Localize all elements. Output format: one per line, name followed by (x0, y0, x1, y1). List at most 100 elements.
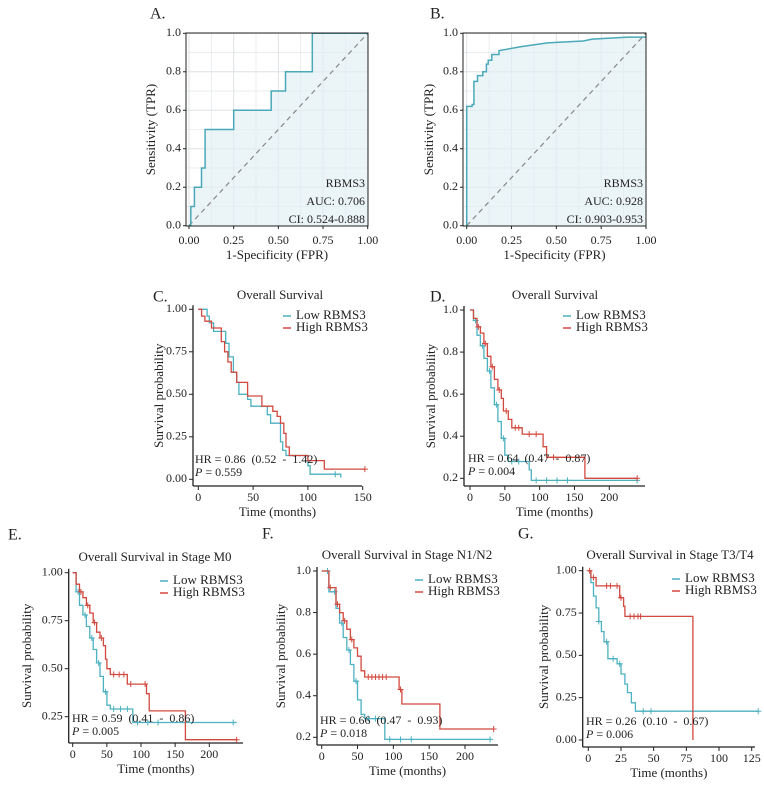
x-tick-label: 200 (600, 490, 618, 504)
censor-mark-low (486, 368, 493, 375)
x-tick-label: 1.00 (357, 233, 378, 247)
p-symbol: P (194, 465, 203, 479)
roc-area (466, 37, 646, 226)
panel-g: G. Overall Survival in Stage T3/T4 0 25 50 75… (518, 526, 762, 780)
panel-label: G. (518, 526, 534, 543)
x-tick-label: 0 (467, 490, 473, 504)
x-axis-label: Time (months) (239, 504, 316, 519)
x-tick-label: 50 (101, 747, 113, 761)
p-value-text: P = 0.005 (71, 724, 119, 738)
y-axis-label: Survival probability (19, 603, 34, 708)
censor-mark-low (353, 678, 360, 685)
y-tick-label: 0.25 (166, 429, 187, 443)
x-axis-label: 1-Specificity (FPR) (503, 247, 605, 262)
censor-mark-high (91, 619, 98, 626)
x-tick-label: 50 (352, 749, 364, 763)
hazard-ratio-text: HR = 0.64 (0.47 - 0.87) (468, 451, 590, 465)
y-tick-label: 0.25 (42, 708, 63, 722)
panel-f: F. Overall Survival in Stage N1/N2 0 50 100 1… (262, 526, 500, 778)
x-tick-label: 50 (499, 490, 511, 504)
y-tick-label: 0.00 (166, 471, 187, 485)
y-tick-label: 1.0 (443, 25, 458, 39)
censor-mark-low (386, 736, 393, 743)
roc-annotation: RBMS3 (326, 176, 365, 190)
censor-mark-high (341, 617, 348, 624)
y-tick-label: 0.2 (443, 470, 458, 484)
plot-border (462, 32, 647, 227)
y-tick-label: 0.4 (296, 687, 311, 701)
diagonal-reference-line (466, 32, 647, 227)
y-axis-label: Survival probability (151, 343, 166, 448)
hazard-ratio-text: HR = 0.66 (0.47 - 0.93) (320, 713, 442, 727)
censor-mark-high (496, 386, 503, 393)
legend-label-low: Low RBMS3 (296, 307, 366, 322)
survival-curve-low (321, 570, 491, 741)
p-symbol: P (319, 726, 328, 740)
x-tick-label: 1.00 (636, 233, 657, 247)
censor-mark-low (755, 708, 762, 715)
y-tick-label: 0.8 (296, 604, 311, 618)
roc-annotation: CI: 0.903-0.953 (567, 212, 643, 226)
y-axis-label: Survival probability (423, 343, 438, 448)
y-tick-label: 0.50 (556, 647, 577, 661)
x-tick-label: 50 (247, 490, 259, 504)
chart-title: Overall Survival in Stage M0 (78, 549, 231, 564)
panel-d: D. Overall Survival 0 50 100 150 200 0.2 0.4 0.6 0… (423, 287, 648, 519)
panel-a: A. 0.00 0.25 0.50 0.75 1.00 0.0 0.2 0.4 0.6 0.8 1.0… (143, 6, 378, 262)
censor-mark-high (383, 674, 390, 681)
y-tick-label: 0.25 (556, 689, 577, 703)
p-symbol: P (585, 727, 594, 741)
censor-mark-high (515, 424, 522, 431)
x-tick-label: 0 (319, 749, 325, 763)
censor-mark-high (617, 594, 624, 601)
x-tick-label: 0.00 (456, 233, 477, 247)
roc-annotation: CI: 0.524-0.888 (289, 212, 365, 226)
y-tick-label: 1.0 (296, 563, 311, 577)
x-axis-label: Time (months) (516, 504, 593, 519)
y-axis-label: Survival probability (536, 604, 551, 709)
x-tick-label: 0.50 (546, 233, 567, 247)
censor-mark-low (564, 477, 571, 484)
y-tick-label: 0.2 (296, 729, 311, 743)
p-value: = 0.006 (593, 727, 633, 741)
y-tick-label: 0.2 (166, 179, 181, 193)
censor-mark-low (603, 638, 610, 645)
censor-mark-low (88, 634, 95, 641)
hazard-ratio-text: HR = 0.26 (0.10 - 0.67) (586, 714, 708, 728)
p-value: = 0.559 (202, 465, 242, 479)
p-symbol: P (467, 464, 476, 478)
censor-mark-low (144, 719, 151, 726)
survival-curve-high (198, 308, 365, 470)
censor-mark-high (98, 634, 105, 641)
x-tick-label: 100 (384, 749, 402, 763)
x-axis-label: Time (months) (117, 761, 194, 776)
roc-annotation: RBMS3 (604, 176, 643, 190)
x-tick-label: 100 (710, 751, 728, 765)
panel-c: C. Overall Survival 0 50 100 150 0.00 0.25 0.50 0… (151, 287, 372, 519)
p-value: = 0.005 (79, 724, 119, 738)
legend-label-high: High RBMS3 (576, 319, 648, 334)
panel-e: E. Overall Survival in Stage M0 0 50 100 150 2… (8, 527, 245, 776)
p-value-text: P = 0.006 (585, 727, 633, 741)
x-tick-label: 0.50 (268, 233, 289, 247)
censor-mark-low (543, 477, 550, 484)
y-tick-label: 0.4 (443, 140, 458, 154)
censor-mark-high (634, 475, 641, 482)
roc-curve (189, 32, 368, 227)
x-tick-label: 50 (648, 751, 660, 765)
x-tick-label: 0.00 (179, 233, 200, 247)
censor-mark-low (515, 458, 522, 465)
x-tick-label: 150 (565, 490, 583, 504)
x-tick-label: 0 (585, 751, 591, 765)
censor-mark-high (489, 363, 496, 370)
censor-mark-high (77, 588, 84, 595)
censor-mark-high (110, 671, 117, 678)
censor-mark-low (616, 660, 623, 667)
censor-mark-high (482, 340, 489, 347)
censor-mark-low (508, 458, 515, 465)
censor-mark-high (503, 407, 510, 414)
panel-label: B. (430, 6, 445, 23)
y-tick-label: 0.00 (556, 732, 577, 746)
y-tick-label: 0.8 (443, 64, 458, 78)
